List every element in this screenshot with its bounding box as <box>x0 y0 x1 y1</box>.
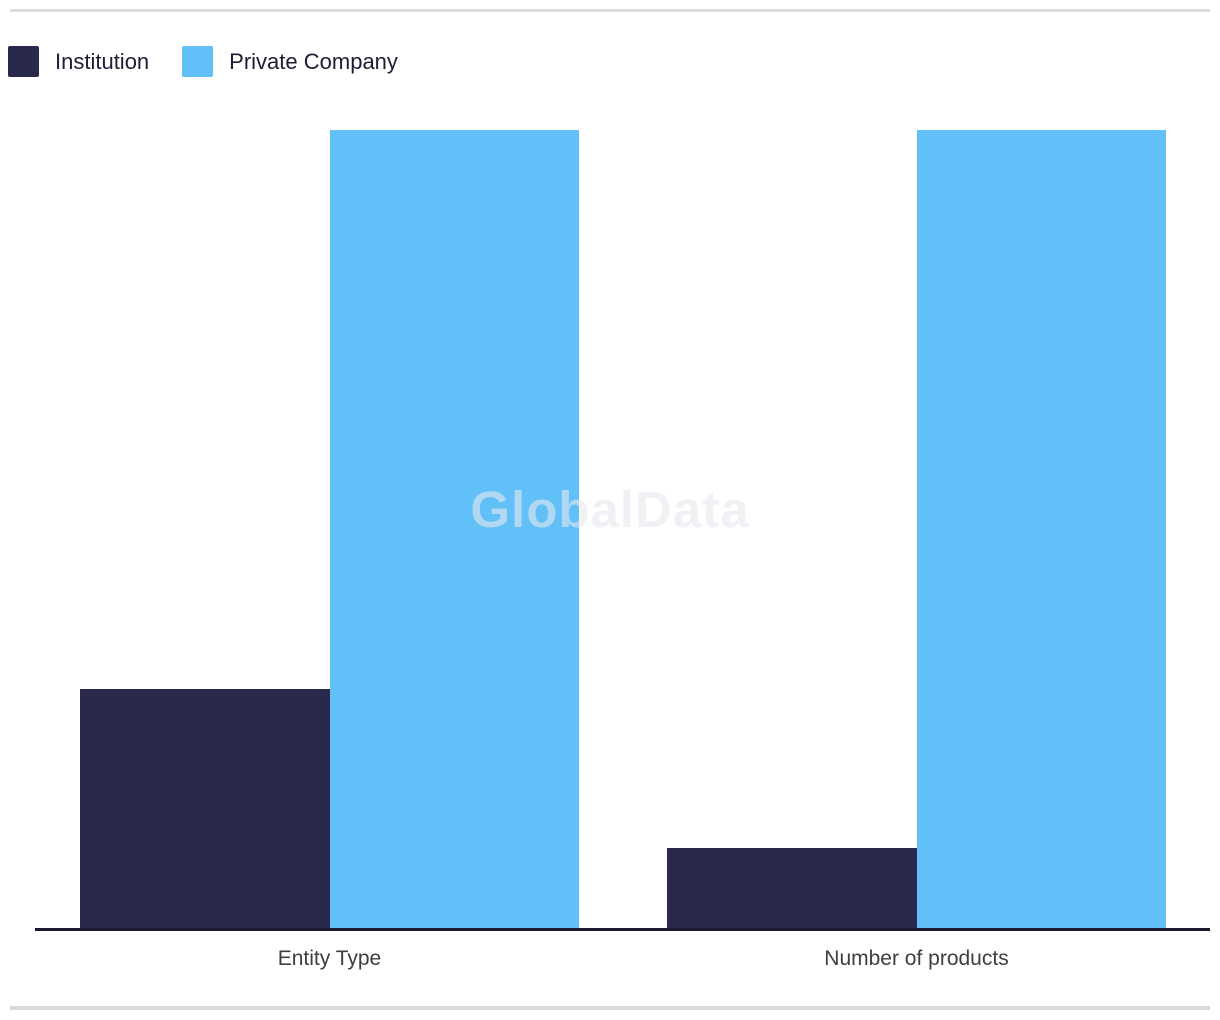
bar-institution-entity-type[interactable] <box>80 689 330 928</box>
legend-swatch-institution-icon <box>8 46 39 77</box>
legend-swatch-private-company-icon <box>182 46 214 77</box>
legend-item-institution[interactable]: Institution <box>8 46 149 77</box>
legend-item-private-company[interactable]: Private Company <box>182 46 398 77</box>
bottom-divider <box>10 1006 1210 1010</box>
plot-area <box>0 130 1220 928</box>
legend-label-private-company: Private Company <box>229 49 398 74</box>
top-divider <box>10 9 1210 12</box>
x-axis-line <box>35 928 1210 931</box>
bar-private-company-entity-type[interactable] <box>330 130 579 928</box>
bar-institution-number-of-products[interactable] <box>667 848 917 928</box>
bar-private-company-number-of-products[interactable] <box>917 130 1166 928</box>
x-axis-label-entity-type: Entity Type <box>277 947 382 970</box>
legend: Institution Private Company <box>8 46 398 77</box>
x-axis-label-number-of-products: Number of products <box>824 947 1009 970</box>
legend-label-institution: Institution <box>55 49 150 74</box>
